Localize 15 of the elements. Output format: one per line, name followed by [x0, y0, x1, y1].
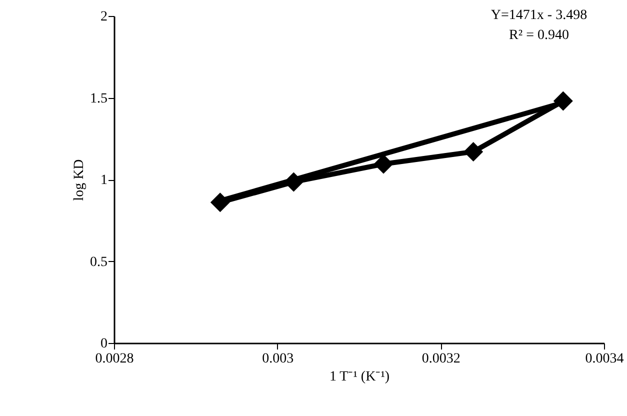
x-tick-label: 0.003: [262, 352, 294, 366]
annotation: Y=1471x - 3.498: [490, 8, 588, 23]
point: [464, 142, 484, 162]
x-tick-label: 0.0028: [95, 352, 134, 366]
y-tick-label: 1: [100, 173, 108, 188]
x-tick-label: 0.0034: [585, 352, 624, 366]
point: [374, 154, 394, 174]
annotation: R² = 0.940: [509, 28, 569, 43]
y-axis-title: log KD: [72, 159, 87, 201]
y-tick-label: 2: [100, 10, 108, 24]
y-tick-label: 0: [100, 336, 108, 352]
x-axis-title: 1 T⁻¹ (K⁻¹): [329, 370, 390, 384]
x-tick-label: 0.0032: [422, 352, 460, 366]
y-tick-label: 0.5: [90, 254, 108, 270]
y-tick-label: 1.5: [90, 91, 108, 106]
